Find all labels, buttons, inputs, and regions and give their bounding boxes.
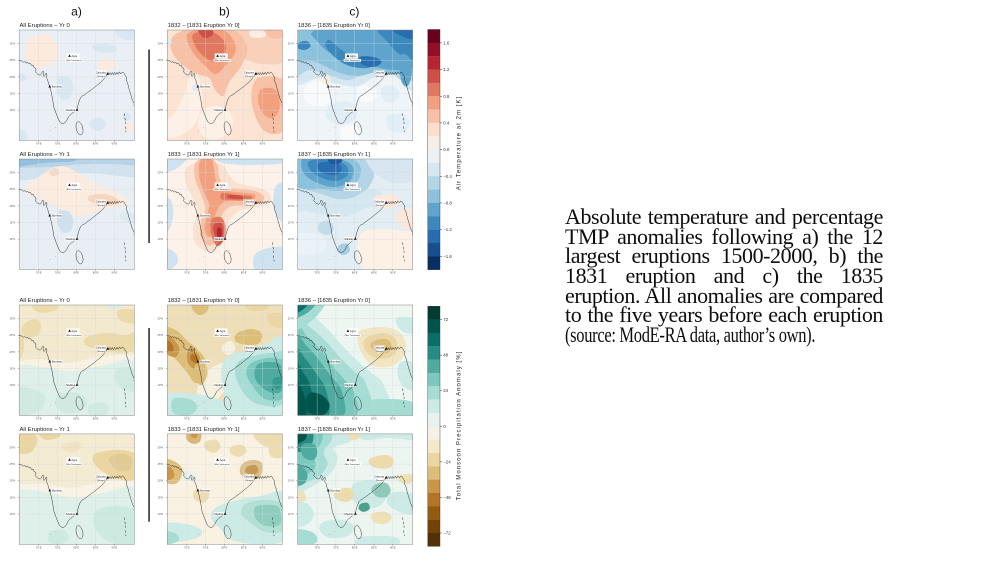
svg-text:−48: −48: [443, 495, 451, 500]
svg-text:−0.4: −0.4: [443, 174, 452, 179]
svg-text:1837 – [1835 Eruption Yr 1]: 1837 – [1835 Eruption Yr 1]: [298, 427, 370, 433]
svg-text:−1.6: −1.6: [443, 254, 452, 259]
svg-text:1.6: 1.6: [443, 40, 450, 45]
svg-text:All Eruptions – Yr 1: All Eruptions – Yr 1: [20, 152, 70, 158]
svg-text:0.0: 0.0: [443, 147, 450, 152]
svg-text:All Eruptions – Yr 0: All Eruptions – Yr 0: [20, 298, 71, 304]
svg-text:48: 48: [443, 353, 448, 358]
svg-text:0: 0: [443, 424, 446, 429]
svg-text:1832 – [1831 Eruption Yr 0]: 1832 – [1831 Eruption Yr 0]: [168, 298, 240, 304]
svg-text:1833 – [1831 Eruption Yr 1]: 1833 – [1831 Eruption Yr 1]: [168, 152, 240, 158]
svg-text:c): c): [349, 4, 359, 18]
svg-text:−1.2: −1.2: [443, 227, 452, 232]
svg-text:b): b): [219, 4, 230, 18]
svg-text:1832 – [1831 Eruption Yr 0]: 1832 – [1831 Eruption Yr 0]: [168, 23, 240, 29]
svg-text:1837 – [1835 Eruption Yr 1]: 1837 – [1835 Eruption Yr 1]: [298, 152, 370, 158]
svg-text:a): a): [71, 4, 82, 18]
svg-text:−24: −24: [443, 459, 451, 464]
svg-text:1836 – [1835 Eruption Yr 0]: 1836 – [1835 Eruption Yr 0]: [298, 298, 370, 304]
svg-text:Total Monsoon Precipitation An: Total Monsoon Precipitation Anomaly [%]: [457, 351, 463, 501]
svg-text:0.8: 0.8: [443, 94, 450, 99]
svg-text:24: 24: [443, 388, 448, 393]
svg-text:−0.8: −0.8: [443, 200, 452, 205]
svg-text:All Eruptions – Yr 1: All Eruptions – Yr 1: [20, 427, 70, 433]
svg-text:Air Temperature at 2m [K]: Air Temperature at 2m [K]: [457, 96, 463, 191]
svg-text:−72: −72: [443, 531, 451, 536]
svg-text:All Eruptions – Yr 0: All Eruptions – Yr 0: [20, 23, 71, 29]
svg-text:0.4: 0.4: [443, 120, 450, 125]
svg-text:1.2: 1.2: [443, 67, 450, 72]
svg-text:1836 – [1835 Eruption Yr 0]: 1836 – [1835 Eruption Yr 0]: [298, 23, 370, 29]
svg-text:1833 – [1831 Eruption Yr 1]: 1833 – [1831 Eruption Yr 1]: [168, 427, 240, 433]
svg-text:72: 72: [443, 317, 448, 322]
